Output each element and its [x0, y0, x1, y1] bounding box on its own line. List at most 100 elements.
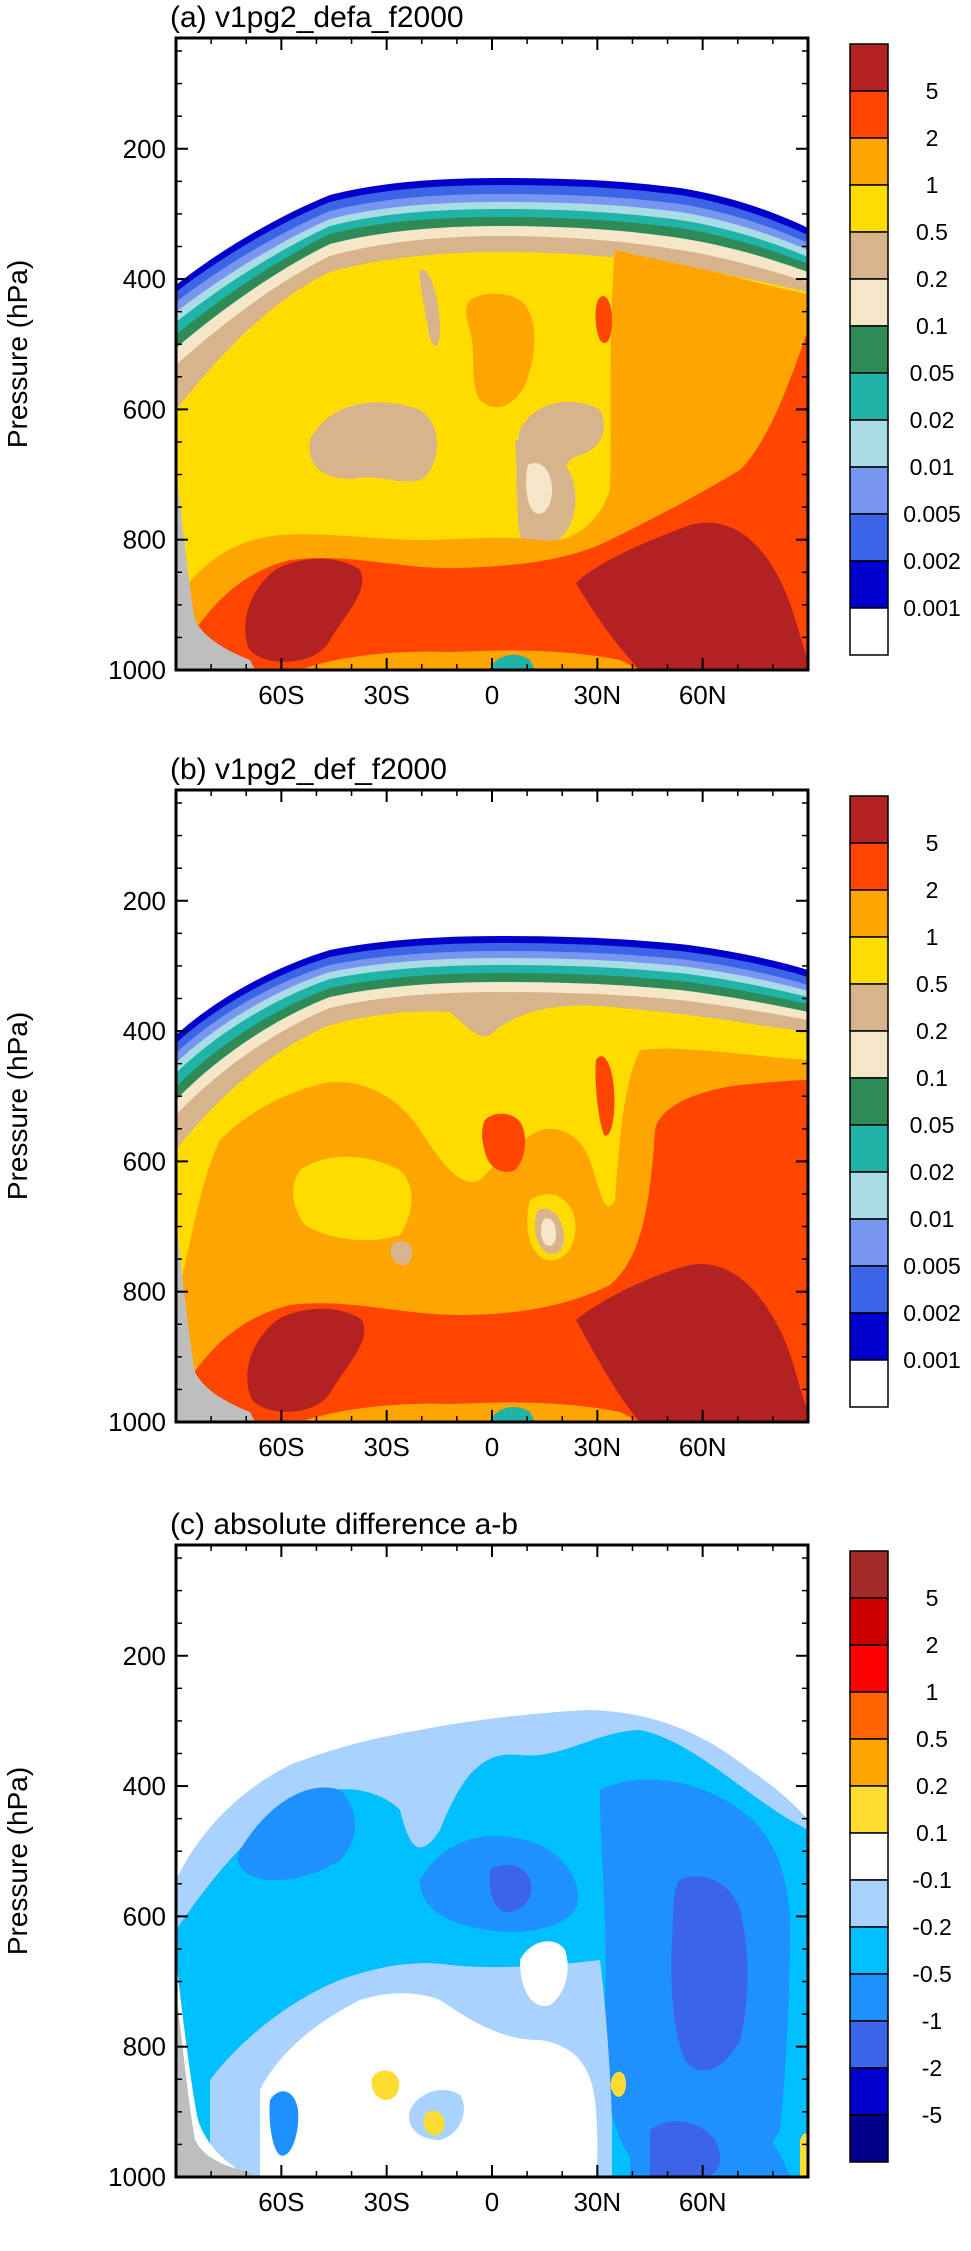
panel-c-yellow-blob-2	[423, 2110, 445, 2136]
panel-a-surface-band	[300, 650, 640, 670]
x-tick-label: 30N	[573, 680, 621, 710]
x-tick-label: 60N	[679, 680, 727, 710]
colorbar-box	[849, 278, 889, 327]
panel-c: (c) absolute difference a-b Pressure (hP…	[2, 1508, 952, 2217]
colorbar-label: 0.2	[916, 266, 948, 292]
colorbar-label: 5	[926, 78, 939, 104]
colorbar-box	[849, 1030, 889, 1079]
colorbar-label: 0.2	[916, 1018, 948, 1044]
colorbar-label: 1	[926, 1679, 939, 1705]
colorbar-box	[849, 936, 889, 985]
panel-b-tan-blob	[390, 1240, 413, 1266]
panel-b-level-5-south	[247, 1308, 365, 1412]
panel-a-tan-patch-1	[309, 402, 437, 482]
colorbar-box	[849, 560, 889, 609]
colorbar-box	[849, 419, 889, 468]
y-tick-label: 400	[123, 1016, 166, 1046]
panel-b-level-5-north	[576, 1264, 808, 1422]
panel-c-plot-area	[176, 1545, 808, 2177]
panel-b-axes: 60S 30S 0 30N 60N 200 400 600 800 1000	[108, 790, 808, 1462]
colorbar-label: -0.2	[912, 1914, 952, 1940]
colorbar-label: 5	[926, 1585, 939, 1611]
y-tick-label: 800	[123, 1277, 166, 1307]
x-tick-label: 60S	[258, 2187, 304, 2217]
colorbar-box	[849, 466, 889, 515]
colorbar-box	[849, 1926, 889, 1975]
y-tick-label: 1000	[108, 2162, 166, 2192]
y-tick-label: 800	[123, 525, 166, 555]
colorbar-box	[849, 325, 889, 374]
panel-b-title: (b) v1pg2_def_f2000	[170, 753, 447, 786]
colorbar-label: 0.1	[916, 1820, 948, 1846]
panel-b-colorbar: 0.001 0.002 0.005 0.01 0.02 0.05 0.1 0.2 0.5 1 2 5	[849, 795, 961, 1408]
colorbar-box	[849, 795, 889, 844]
colorbar-box	[849, 2114, 889, 2163]
colorbar-label: -5	[922, 2102, 942, 2128]
panel-a-red-orange-strip	[595, 296, 612, 344]
colorbar-box	[849, 1077, 889, 1126]
colorbar-label: 0.5	[916, 971, 948, 997]
colorbar-box	[849, 184, 889, 233]
panel-a-colorbar: 0.001 0.002 0.005 0.01 0.02 0.05 0.1 0.2 0.5 1 2 5	[849, 43, 961, 656]
colorbar-box	[849, 1691, 889, 1740]
colorbar-box	[849, 1785, 889, 1834]
colorbar-label: 2	[926, 125, 939, 151]
colorbar-label: 0.005	[903, 501, 961, 527]
colorbar-box	[849, 2067, 889, 2116]
colorbar-box	[849, 90, 889, 139]
panel-c-south-strip	[269, 2091, 299, 2156]
panel-a-orange-patch	[466, 293, 535, 408]
y-tick-label: 600	[123, 394, 166, 424]
panel-b-plot-area	[176, 790, 808, 1422]
colorbar-label: 0.05	[910, 360, 955, 386]
colorbar-label: 0.5	[916, 1726, 948, 1752]
panel-b-ylabel: Pressure (hPa)	[2, 1012, 33, 1200]
colorbar-box	[849, 513, 889, 562]
colorbar-label: 0.002	[903, 1300, 961, 1326]
colorbar-box	[849, 1171, 889, 1220]
y-tick-label: 200	[123, 886, 166, 916]
colorbar-label: 0.001	[903, 1347, 961, 1373]
x-tick-label: 30S	[364, 1432, 410, 1462]
y-tick-label: 800	[123, 2032, 166, 2062]
panel-c-title: (c) absolute difference a-b	[170, 1508, 518, 1541]
panel-c-yellow-blob-3	[610, 2071, 626, 2097]
y-tick-label: 200	[123, 1641, 166, 1671]
colorbar-box	[849, 137, 889, 186]
panel-c-level-neg1-a	[489, 1864, 532, 1913]
panel-a-tan-patch-3	[419, 269, 440, 346]
panel-c-yellow-blob-1	[371, 2070, 400, 2100]
panel-a-level-5-north	[576, 522, 808, 670]
x-tick-label: 30N	[573, 2187, 621, 2217]
colorbar-box	[849, 1124, 889, 1173]
colorbar-label: 0.05	[910, 1112, 955, 1138]
colorbar-box	[849, 2020, 889, 2069]
x-tick-label: 0	[485, 2187, 499, 2217]
colorbar-label: 5	[926, 830, 939, 856]
colorbar-box	[849, 1738, 889, 1787]
colorbar-label: -1	[922, 2008, 942, 2034]
panel-a-plot-area	[176, 38, 808, 670]
panel-a-level-5-south	[245, 558, 363, 662]
y-tick-label: 600	[123, 1146, 166, 1176]
panel-c-level-neg1-lower	[650, 2121, 720, 2177]
y-tick-label: 200	[123, 134, 166, 164]
y-tick-label: 600	[123, 1901, 166, 1931]
colorbar-label: -0.5	[912, 1961, 952, 1987]
panel-a-orange-patch-2	[624, 299, 666, 352]
panel-a-missing-area	[176, 470, 255, 670]
y-tick-label: 1000	[108, 1407, 166, 1437]
y-tick-label: 400	[123, 264, 166, 294]
x-tick-label: 60S	[258, 680, 304, 710]
panel-a-axes: 60S 30S 0 30N 60N 200 400 600 800 1000	[108, 38, 808, 710]
x-tick-label: 60S	[258, 1432, 304, 1462]
panel-b-yellow-patch	[293, 1156, 412, 1241]
colorbar-label: 1	[926, 924, 939, 950]
colorbar-box	[849, 231, 889, 280]
panel-b-missing-area	[176, 1222, 255, 1422]
colorbar-label: 0.5	[916, 219, 948, 245]
panel-c-white-edge	[176, 1960, 250, 2177]
panel-c-colorbar: -5 -2 -1 -0.5 -0.2 -0.1 0.1 0.2 0.5 1 2 5	[849, 1550, 952, 2163]
panel-a-title: (a) v1pg2_defa_f2000	[170, 1, 464, 34]
y-tick-label: 400	[123, 1771, 166, 1801]
